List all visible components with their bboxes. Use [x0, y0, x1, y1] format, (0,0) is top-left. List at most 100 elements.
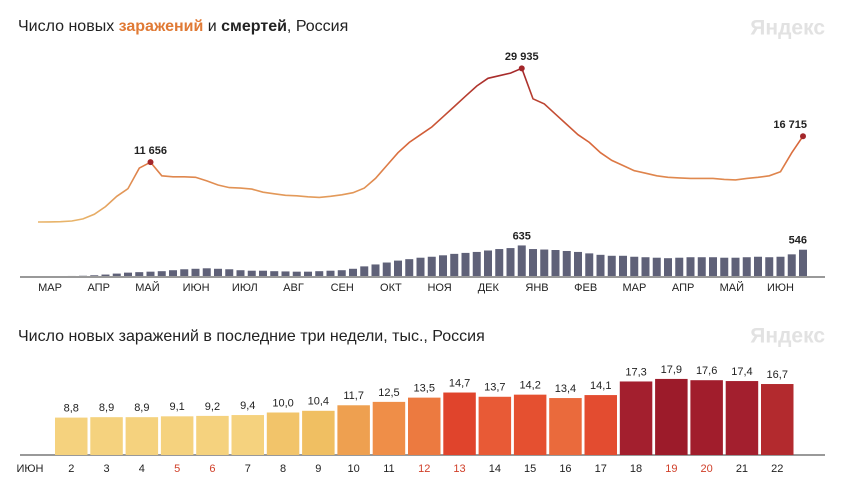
data-label: 8,9 [134, 402, 149, 414]
x-tick-label: 7 [245, 463, 251, 475]
infection-line [37, 67, 804, 223]
x-tick-label: 3 [103, 463, 109, 475]
death-bar [484, 250, 492, 276]
data-label: 11,7 [343, 390, 364, 402]
x-tick-label: АПР [672, 282, 694, 294]
data-label: 13,4 [555, 383, 576, 395]
chart-title: Число новых заражений и смертей, Россия [18, 18, 348, 35]
x-tick-label: 13 [453, 463, 465, 475]
death-bar [596, 254, 605, 276]
death-bar [315, 271, 324, 276]
bar [372, 401, 406, 455]
death-bar [124, 272, 132, 276]
data-label: 17,6 [696, 365, 717, 377]
data-label: 17,9 [661, 364, 682, 376]
x-tick-label: 22 [771, 463, 783, 475]
data-label: 16 715 [773, 119, 807, 131]
death-bar [506, 248, 515, 276]
death-bar [607, 255, 616, 276]
x-tick-label: 12 [418, 463, 430, 475]
death-bar [585, 253, 594, 276]
death-bar [101, 274, 110, 276]
x-tick-label: ИЮЛ [232, 282, 258, 294]
bar [125, 417, 159, 455]
x-tick-label: 5 [174, 463, 180, 475]
data-label: 10,4 [308, 396, 329, 408]
death-bar [135, 272, 144, 276]
bar [266, 412, 300, 455]
data-label: 29 935 [505, 51, 539, 63]
bar [725, 381, 759, 455]
death-bar [799, 249, 807, 276]
x-tick-label: 21 [736, 463, 748, 475]
data-label: 14,7 [449, 377, 470, 389]
data-label: 13,5 [414, 383, 435, 395]
death-bar [247, 270, 256, 276]
x-tick-label: 17 [595, 463, 607, 475]
x-tick-label: АВГ [283, 282, 304, 294]
death-bar [765, 257, 774, 276]
death-bar [787, 254, 796, 276]
death-bar [472, 251, 481, 276]
x-tick-label: МАЙ [135, 281, 159, 294]
x-tick-label: ФЕВ [574, 282, 597, 294]
watermark: Яндекс [750, 17, 825, 40]
death-bar [146, 271, 155, 276]
data-label: 14,2 [519, 380, 540, 392]
death-bar [169, 270, 177, 276]
x-tick-label: МАР [38, 282, 62, 294]
bar [231, 415, 264, 455]
axis-label: ИЮН [17, 463, 44, 475]
x-tick-label: 20 [701, 463, 713, 475]
title-text: и [203, 18, 221, 35]
bar [196, 415, 229, 455]
death-bar [304, 271, 312, 276]
death-bar [292, 271, 301, 276]
death-bar [382, 262, 391, 276]
bar [513, 394, 547, 455]
death-bar [405, 259, 414, 276]
death-bar [337, 270, 346, 276]
death-bar [641, 257, 650, 276]
death-bar [349, 268, 357, 276]
death-bar [202, 268, 211, 276]
death-bar [326, 270, 335, 276]
bar [302, 410, 335, 455]
data-label: 9,2 [205, 401, 220, 413]
bar [619, 381, 653, 455]
title-text: Число новых [18, 18, 119, 35]
death-bar [574, 251, 582, 276]
death-bar [675, 257, 684, 276]
bar [90, 417, 123, 455]
death-bar [416, 257, 425, 276]
bar [761, 384, 794, 455]
death-bar [540, 249, 549, 276]
death-bar [394, 260, 402, 276]
bar [655, 378, 688, 455]
death-bar [776, 256, 785, 276]
x-tick-label: 15 [524, 463, 536, 475]
x-tick-label: ИЮН [183, 282, 210, 294]
data-label: 16,7 [767, 369, 788, 381]
death-bar [461, 252, 470, 276]
title-text: , Россия [287, 18, 348, 35]
death-bar [697, 257, 706, 276]
death-bar [427, 256, 436, 276]
bar [160, 416, 194, 455]
marker [147, 159, 154, 166]
death-bar [281, 271, 290, 276]
death-bar [214, 268, 222, 276]
death-bar [731, 257, 740, 276]
title-series: заражений [119, 18, 204, 35]
death-bar [90, 275, 99, 276]
x-tick-label: МАР [622, 282, 646, 294]
x-tick-label: 2 [68, 463, 74, 475]
data-label: 635 [513, 230, 531, 242]
death-bar [517, 245, 526, 276]
x-tick-label: 14 [489, 463, 501, 475]
x-tick-label: 10 [348, 463, 360, 475]
chart-title: Число новых заражений в последние три не… [18, 328, 485, 345]
death-bar [180, 269, 189, 276]
data-label: 14,1 [590, 380, 611, 392]
death-bar [720, 257, 729, 276]
